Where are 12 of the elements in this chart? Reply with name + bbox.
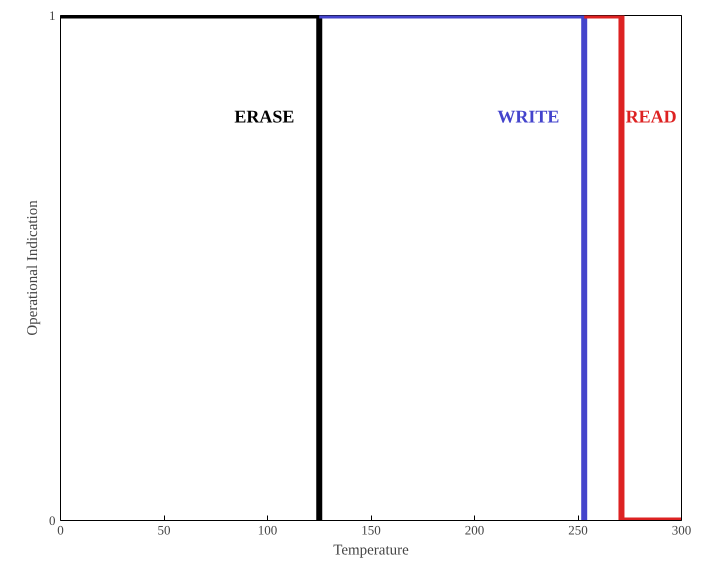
x-tick-label: 150 — [361, 522, 381, 538]
x-axis-title: Temperature — [333, 542, 410, 558]
series-label: WRITE — [497, 106, 560, 126]
x-tick-label: 50 — [158, 522, 170, 538]
x-tick-label: 250 — [568, 522, 588, 538]
x-tick-label: 200 — [464, 522, 484, 538]
x-tick-label: 300 — [672, 522, 692, 538]
series-label: ERASE — [234, 106, 294, 126]
y-axis-title: Operational Indication — [25, 200, 41, 336]
series-label: READ — [626, 106, 677, 126]
y-tick-label: 1 — [49, 8, 56, 23]
x-tick-label: 100 — [258, 522, 278, 538]
